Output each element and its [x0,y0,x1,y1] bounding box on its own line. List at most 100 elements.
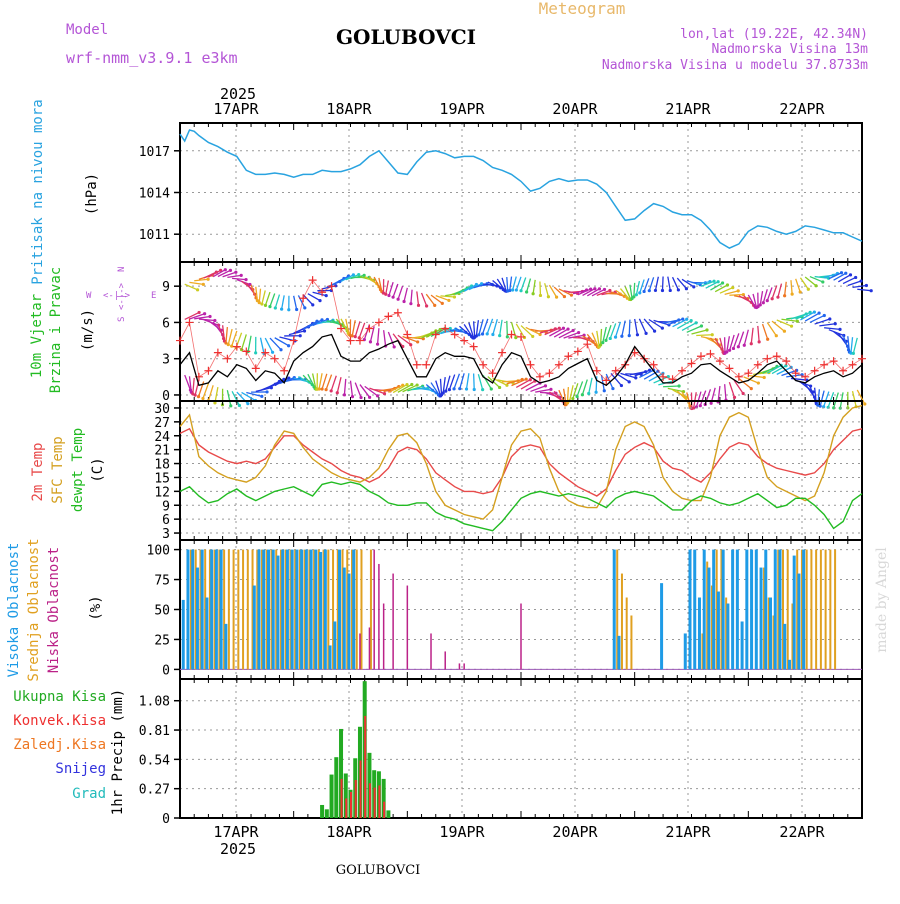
wind-arrow-head [227,343,230,346]
wind-arrow-head [417,304,420,307]
wind-arrow-head [368,396,371,399]
high-cloud-bar [272,550,275,670]
wind-arrow-head [743,344,746,347]
gust-marker [858,355,866,363]
wind-arrow-head [731,286,734,289]
wind-arrow-head [628,334,631,337]
wind-arrow [275,295,279,308]
wind-arrow [344,379,345,395]
wind-arrow-head [458,387,461,390]
panel-frame [180,679,862,818]
wind-arrow-head [442,391,445,394]
wind-arrow [265,292,270,305]
compass-s: S [117,317,127,322]
wind-arrow-head [555,296,558,299]
bottom-day-label: 22APR [779,823,825,841]
wind-arrow-head [268,305,271,308]
dewpt-line [180,482,862,531]
y-tick-label: 30 [154,402,170,417]
wind-arrow-head [685,287,688,290]
low-cloud-bar [369,627,371,669]
wind-arrow-head [477,333,480,336]
y-tick-label: 21 [154,444,170,459]
wind-arrow-head [391,296,394,299]
wind-arrow [478,374,482,389]
bottom-day-label: 18APR [326,823,372,841]
wind-arrow-head [444,390,447,393]
wind-arrow [777,320,792,326]
wind-arrow-head [441,302,444,305]
wind-arrow [851,337,853,353]
wind-arrow-head [224,268,227,271]
wind-arrow-head [529,378,532,381]
wind-arrow-head [525,290,528,293]
wind-arrow-head [834,322,837,325]
wind-arrow [259,289,260,303]
coords-label: lon,lat (19.22E, 42.34N) [680,27,868,42]
wind-arrow-head [587,392,590,395]
high-cloud-bar [745,550,748,670]
wind-arrow [629,320,630,336]
wind-arrow-head [238,404,241,407]
wind-arrow-head [570,294,573,297]
mid-cloud-bar [626,598,628,670]
legend-total-rain: Ukupna Kisa [13,689,106,705]
wind-arrow-head [699,404,702,407]
wind-arrow-head [354,335,357,338]
high-cloud-bar [291,550,294,670]
wind-arrow-head [598,287,601,290]
cloud-unit: (%) [88,595,104,620]
legend-conv-rain: Konvek.Kisa [13,713,106,729]
high-cloud-bar [684,633,687,669]
wind-arrow [791,280,792,294]
wind-arrow-head [737,345,740,348]
wind-arrow-head [776,296,779,299]
wind-arrow [352,320,355,336]
model-label: Model [66,22,108,38]
wind-arrow-head [608,289,611,292]
wind-arrow-head [532,292,535,295]
wind-arrow [493,319,497,334]
bottom-day-label: 20APR [552,823,598,841]
panels: 1011101410170369369121518212427300255075… [139,123,873,827]
y-tick-label: 18 [154,458,170,473]
wind-arrow-head [264,304,267,307]
temp2m-line [180,429,862,496]
wind-arrow [622,321,625,337]
wind-arrow [319,373,322,389]
mid-cloud-bar [356,550,358,670]
wind-arrow [616,322,621,337]
wind-arrow [232,278,246,279]
wind-arrow-head [692,285,695,288]
wind-arrow-head [508,289,511,292]
high-cloud-label: Visoka Oblacnost [6,543,22,678]
wind-arrow-head [635,293,638,296]
legend-snow: Snijeg [55,761,106,777]
wind-arrow [303,321,317,329]
high-cloud-bar [764,550,767,670]
wind-arrow [507,321,508,337]
high-cloud-bar [769,598,772,670]
wind-arrow-head [711,333,714,336]
wind-arrow-head [303,306,306,309]
wind-arrow-head [838,328,841,331]
high-cloud-bar [310,550,313,670]
top-day-label: 20APR [552,100,598,118]
wind-arrow [535,389,551,392]
wind-arrow-head [854,276,857,279]
wind-arrow [242,334,247,349]
wind-arrow-head [870,289,873,292]
wind-arrow [282,295,285,309]
wind-arrow [510,277,512,291]
wind-arrow [351,381,353,397]
low-cloud-bar [407,586,409,670]
wind-arrow [398,286,402,299]
high-cloud-bar [689,550,692,670]
high-cloud-bar [220,550,223,670]
compass-e: E [151,291,156,301]
wind-arrow [725,384,726,400]
wind-arrow-head [274,306,277,309]
wind-compass: W E <-|-> N S <-|-> [86,267,156,322]
wind-arrow-head [229,404,232,407]
